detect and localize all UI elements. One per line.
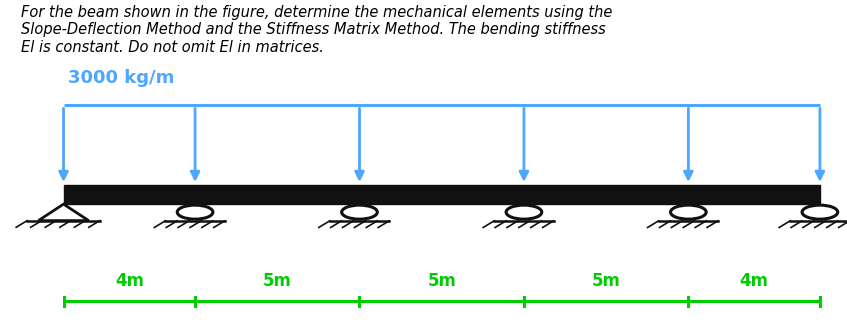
Text: 4m: 4m xyxy=(739,272,768,290)
Text: 4m: 4m xyxy=(115,272,144,290)
Text: 3000 kg/m: 3000 kg/m xyxy=(68,69,174,87)
Text: For the beam shown in the figure, determine the mechanical elements using the
Sl: For the beam shown in the figure, determ… xyxy=(21,5,612,55)
Text: 5m: 5m xyxy=(263,272,291,290)
Text: 5m: 5m xyxy=(427,272,457,290)
Text: 5m: 5m xyxy=(592,272,621,290)
Bar xyxy=(64,185,820,204)
